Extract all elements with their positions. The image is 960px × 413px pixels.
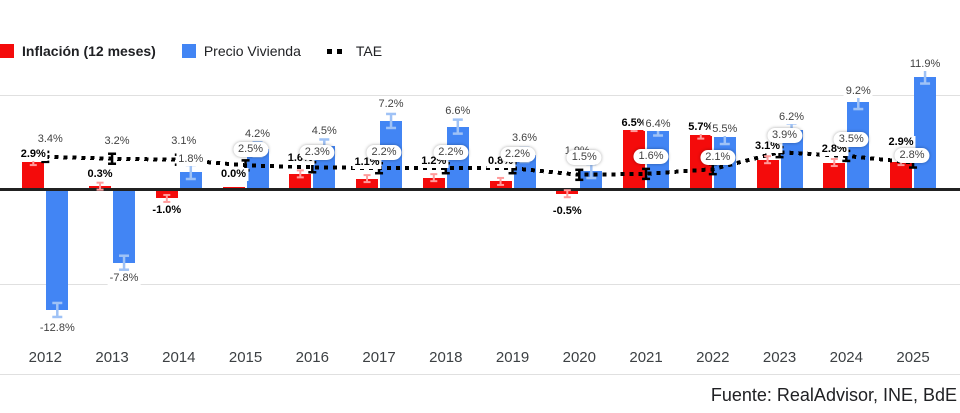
label-tae-2020: 1.5% (566, 150, 602, 165)
legend-label-inflacion: Inflación (12 meses) (22, 43, 156, 59)
legend-swatch-vivienda (181, 44, 196, 58)
bar-vivienda-2014 (179, 171, 202, 189)
x-axis-label-2018: 2018 (429, 349, 463, 366)
legend-label-tae: TAE (355, 43, 383, 59)
x-axis-label-2016: 2016 (295, 349, 329, 366)
label-tae-2021: 1.6% (633, 149, 669, 164)
label-inflacion-2020: -0.5% (550, 205, 584, 218)
label-vivienda-2021: 6.4% (643, 118, 673, 131)
x-axis-label-2014: 2014 (162, 349, 196, 366)
bar-inflacion-2025 (890, 161, 913, 189)
bar-inflacion-2012 (22, 161, 45, 189)
x-axis-label-2021: 2021 (629, 349, 663, 366)
legend-swatch-inflacion (0, 44, 14, 58)
label-tae-2014: 3.1% (169, 135, 199, 148)
x-axis-label-2017: 2017 (362, 349, 396, 366)
x-axis-zero-line (0, 187, 960, 191)
x-axis-label-2023: 2023 (762, 349, 797, 366)
label-vivienda-2022: 5.5% (710, 123, 740, 136)
x-axis-label-2015: 2015 (228, 349, 263, 366)
label-tae-2018: 2.2% (433, 145, 469, 160)
label-inflacion-2015: 0.0% (219, 168, 249, 181)
label-tae-2024: 3.5% (833, 132, 869, 147)
bar-inflacion-2023 (756, 159, 779, 189)
label-inflacion-2025: 2.9% (886, 136, 916, 149)
label-tae-2022: 2.1% (700, 150, 736, 165)
label-inflacion-2012: 2.9% (18, 148, 48, 161)
label-vivienda-2012: -12.8% (37, 322, 77, 335)
legend-marker-tae-icon (326, 48, 347, 54)
legend-label-vivienda: Precio Vivienda (203, 43, 301, 59)
x-axis-label-2019: 2019 (495, 349, 530, 366)
label-vivienda-2014: 1.8% (176, 153, 206, 166)
bar-inflacion-2017 (356, 178, 379, 189)
bar-inflacion-2018 (422, 177, 445, 189)
label-vivienda-2024: 9.2% (843, 85, 873, 98)
label-inflacion-2022: 5.7% (686, 121, 716, 134)
label-inflacion-2023: 3.1% (753, 140, 783, 153)
x-axis-label-2025: 2025 (896, 349, 930, 366)
label-tae-2025: 2.8% (894, 148, 930, 163)
label-tae-2017: 2.2% (366, 145, 402, 160)
x-axis-label-2013: 2013 (95, 349, 129, 366)
label-vivienda-2018: 6.6% (443, 105, 473, 118)
bar-vivienda-2012 (46, 189, 69, 310)
label-tae-2012: 3.4% (35, 133, 65, 146)
label-vivienda-2016: 4.5% (309, 125, 339, 138)
x-axis-label-2022: 2022 (696, 349, 730, 366)
label-tae-2023: 3.9% (767, 128, 803, 143)
label-inflacion-2014: -1.0% (150, 204, 184, 217)
label-tae-2015: 2.5% (233, 142, 269, 157)
bar-inflacion-2016 (289, 173, 312, 189)
bar-vivienda-2020 (580, 171, 603, 189)
x-axis-label-2024: 2024 (829, 349, 863, 366)
gridline--10pct (0, 284, 960, 285)
bar-vivienda-2025 (914, 76, 937, 189)
label-vivienda-2025: 11.9% (907, 58, 943, 71)
label-tae-2013: 3.2% (102, 135, 132, 148)
label-tae-2016: 2.3% (299, 145, 335, 160)
label-tae-2019: 2.2% (500, 147, 536, 162)
label-vivienda-2013: -7.8% (107, 272, 141, 285)
footer-separator-line (0, 374, 960, 375)
label-vivienda-2015: 4.2% (243, 128, 273, 141)
bar-inflacion-2024 (823, 162, 846, 189)
label-vivienda-2019: 3.6% (510, 132, 540, 145)
chart-source: Fuente: RealAdvisor, INE, BdE (710, 385, 957, 405)
x-axis-label-2020: 2020 (562, 349, 596, 366)
legend: Inflación (12 meses) Precio Vivienda TAE (0, 42, 408, 60)
bar-inflacion-2014 (155, 189, 178, 199)
label-inflacion-2013: 0.3% (85, 168, 115, 181)
gridline-10pct (0, 95, 960, 96)
label-vivienda-2023: 6.2% (777, 111, 807, 124)
label-vivienda-2017: 7.2% (376, 98, 406, 111)
bar-vivienda-2013 (113, 189, 136, 263)
x-axis-label-2012: 2012 (28, 349, 62, 366)
